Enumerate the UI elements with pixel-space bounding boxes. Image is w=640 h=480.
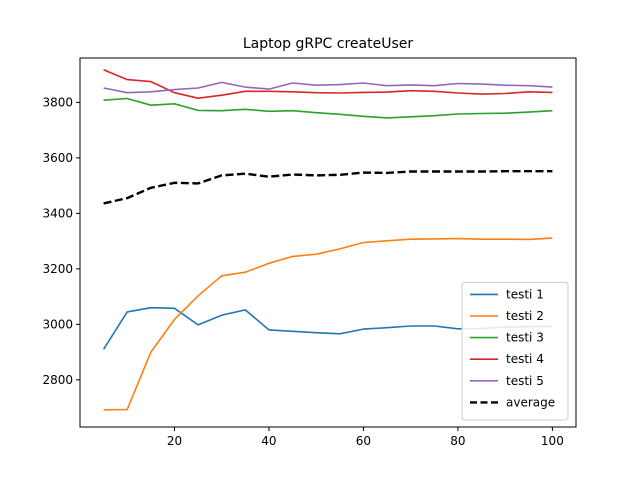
x-tick-label: 40 (261, 434, 276, 448)
y-tick-label: 3600 (42, 151, 73, 165)
legend-label-2: testi 3 (506, 331, 544, 345)
y-tick-label: 3200 (42, 262, 73, 276)
legend-label-5: average (506, 395, 555, 409)
series-line-1 (103, 237, 553, 411)
legend-label-1: testi 2 (506, 309, 544, 323)
x-tick-label: 80 (450, 434, 465, 448)
legend: testi 1 testi 2 testi 3 testi 4 testi 5 avera… (461, 281, 569, 421)
legend-label-0: testi 1 (506, 287, 544, 301)
series-line-4 (103, 81, 553, 94)
y-tick-label: 3000 (42, 317, 73, 331)
y-tick-label: 2800 (42, 373, 73, 387)
legend-label-3: testi 4 (506, 352, 544, 366)
legend-label-4: testi 5 (506, 374, 544, 388)
series-line-2 (103, 97, 553, 119)
x-tick-label: 60 (356, 434, 371, 448)
x-tick-label: 100 (541, 434, 564, 448)
y-tick-label: 3400 (42, 206, 73, 220)
y-tick-label: 3800 (42, 95, 73, 109)
chart-title: Laptop gRPC createUser (243, 36, 414, 52)
axes-frame (79, 57, 577, 428)
x-tick-label: 20 (167, 434, 182, 448)
axes: 20 40 60 80 100 2800 3000 3200 3400 3600 3800 (42, 57, 577, 448)
series-line-3 (103, 68, 553, 99)
